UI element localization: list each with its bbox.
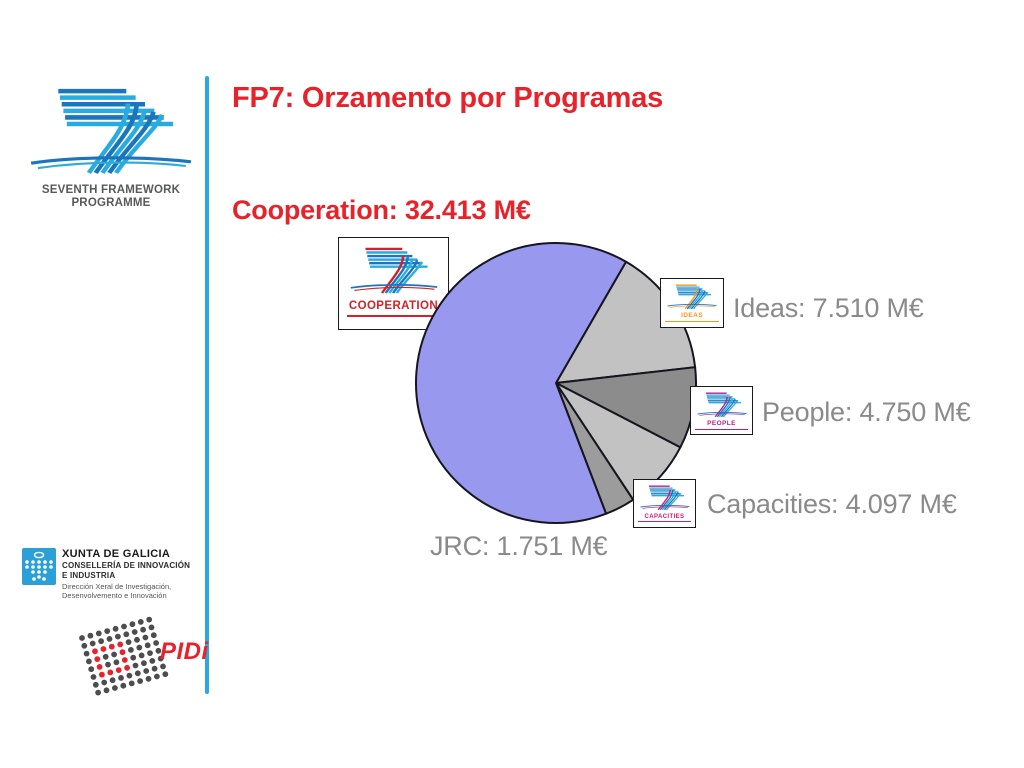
xunta-line4: Dirección Xeral de Investigación, [62, 582, 172, 591]
people-logo-label: PEOPLE [707, 420, 736, 427]
capacities-logo-underline [638, 521, 691, 522]
cooperation-logo-label: COOPERATION [348, 300, 439, 312]
fp7-seven-icon [30, 88, 192, 174]
xunta-line2: CONSELLERÍA DE INNOVACIÓN [62, 561, 191, 570]
vertical-divider-line [205, 76, 209, 694]
ideas-logo-label: IDEAS [681, 312, 703, 319]
pidi-logo: PIDi [72, 612, 232, 707]
ideas-seven-icon [667, 284, 717, 310]
people-logo-underline [695, 428, 748, 430]
fp7-seventh-framework-logo: SEVENTH FRAMEWORK PROGRAMME [26, 80, 196, 225]
capacities-logo-box: CAPACITIES [633, 479, 696, 528]
xunta-de-galicia-logo: XUNTA DE GALICIA CONSELLERÍA DE INNOVACI… [22, 546, 207, 618]
xunta-line3: E INDUSTRIA [62, 570, 116, 580]
fp7-caption-line2: PROGRAMME [71, 197, 151, 209]
cooperation-seven-icon [350, 247, 437, 294]
pidi-dots-icon [79, 616, 169, 696]
jrc-value-label: JRC: 1.751 M€ [430, 531, 608, 561]
xunta-line1: XUNTA DE GALICIA [62, 548, 171, 560]
ideas-value-label: Ideas: 7.510 M€ [733, 293, 924, 323]
cooperation-logo-box: COOPERATION [338, 237, 449, 330]
ideas-logo-underline [665, 320, 719, 322]
people-seven-icon [696, 392, 747, 418]
page-title: FP7: Orzamento por Programas [232, 82, 664, 114]
fp7-logo-caption: SEVENTH FRAMEWORK PROGRAMME [26, 184, 196, 210]
people-value-label: People: 4.750 M€ [762, 397, 971, 427]
fp7-caption-line1: SEVENTH FRAMEWORK [41, 184, 181, 196]
capacities-value-label: Capacities: 4.097 M€ [707, 489, 957, 519]
capacities-logo-label: CAPACITIES [644, 514, 685, 520]
capacities-seven-icon [639, 485, 690, 511]
cooperation-value-label: Cooperation: 32.413 M€ [232, 195, 531, 225]
xunta-text-block: XUNTA DE GALICIA CONSELLERÍA DE INNOVACI… [62, 548, 212, 600]
pidi-logo-text: PIDi [160, 638, 209, 665]
xunta-emblem-icon [22, 548, 56, 585]
xunta-line5: Desenvolvemento e Innovación [62, 591, 167, 600]
pie-chart [415, 242, 697, 524]
people-logo-box: PEOPLE [690, 386, 753, 435]
ideas-logo-box: IDEAS [660, 278, 724, 328]
cooperation-logo-underline [346, 314, 441, 317]
